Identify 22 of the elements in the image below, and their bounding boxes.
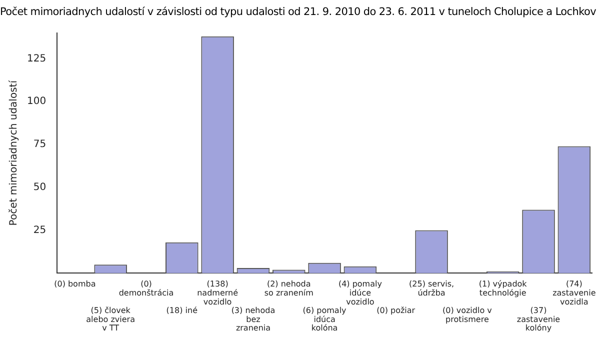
- x-tick-label: (2) nehoda so zranením: [264, 280, 314, 298]
- y-tick-label: 50: [33, 182, 46, 194]
- x-tick-label: (1) výpadok technológie: [478, 280, 528, 298]
- x-tick-label: (0) vozidlo v protismere: [442, 306, 492, 324]
- x-tick-label: (6) pomaly idúca kolóna: [302, 306, 347, 333]
- chart-title: Počet mimoriadnych udalostí v závislosti od typu udalosti od 21. 9. 2010 do 23. 6. 2011 v tuneloch Cholupice a Lochkov: [0, 5, 598, 20]
- x-tick-label: (138) nadmerné vozidlo: [197, 280, 238, 306]
- y-tick-label: 75: [33, 139, 46, 150]
- x-tick-label: (0) bomba: [54, 280, 96, 289]
- x-tick-label: (4) pomaly idúce vozidlo: [338, 280, 382, 306]
- x-tick-label: (74) zastavenie vozidla: [552, 280, 596, 306]
- x-tick-label: (37) zastavenie kolóny: [516, 306, 560, 333]
- x-tick-label: (18) iné: [166, 306, 198, 316]
- x-tick-label: (3) nehoda bez zranenia: [231, 306, 276, 333]
- x-tick-label: (25) servis, údržba: [409, 280, 454, 298]
- y-tick-label: 100: [26, 96, 46, 108]
- x-tick-label: (0) požiar: [376, 306, 416, 316]
- y-axis-title: Počet mimoriadnych udalostí: [8, 79, 20, 226]
- x-tick-label: (5) človek alebo zviera v TT: [86, 306, 136, 333]
- x-tick-label: (0) demonštrácia: [118, 280, 174, 298]
- y-tick-label: 125: [26, 53, 46, 64]
- y-tick-label: 25: [33, 224, 46, 236]
